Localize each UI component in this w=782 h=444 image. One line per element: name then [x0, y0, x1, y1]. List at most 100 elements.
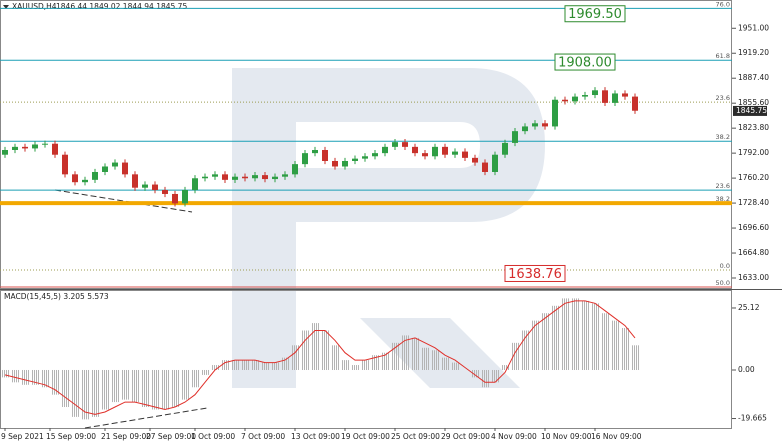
candle-body: [372, 153, 378, 157]
histogram-bar: [241, 360, 249, 370]
candle-body: [112, 162, 118, 167]
y-tick-label: 1728.40: [738, 198, 769, 207]
candle-body: [432, 146, 438, 157]
candle-body: [542, 123, 548, 127]
candle-body: [482, 162, 488, 172]
candle-body: [102, 166, 108, 172]
quote: 1846.44 1849.02 1844.94 1845.75: [56, 2, 187, 11]
candle-body: [342, 160, 348, 167]
histogram-bar: [141, 369, 149, 408]
collapse-icon: [3, 5, 9, 9]
level-label: 76.0: [716, 0, 730, 8]
level-label: 38.2: [716, 133, 730, 141]
x-tick-label: 1 Oct 09:00: [191, 432, 235, 441]
candle-body: [302, 153, 308, 165]
x-tick-label: 15 Sep 09:00: [46, 432, 96, 441]
candle-body: [232, 176, 238, 180]
candle-body: [192, 178, 198, 191]
candle-body: [32, 144, 38, 149]
candle-body: [122, 162, 128, 175]
histogram-bar: [271, 362, 279, 370]
price-frame: [0, 0, 732, 289]
histogram-bar: [291, 345, 299, 370]
candle-body: [442, 146, 448, 155]
candle-body: [212, 174, 218, 177]
histogram-bar: [61, 369, 69, 408]
candle-body: [582, 95, 588, 97]
candle-body: [42, 143, 48, 145]
y-tick-label: 1696.60: [738, 223, 769, 232]
histogram-bar: [11, 369, 19, 383]
candle-body: [452, 151, 458, 155]
histogram-bar: [601, 313, 609, 370]
x-tick-label: 29 Oct 09:00: [441, 432, 490, 441]
level-label: 50.0: [716, 279, 730, 287]
candle-body: [382, 146, 388, 154]
candle-body: [602, 90, 608, 103]
histogram-bar: [361, 360, 369, 370]
level-label: 0.0: [720, 262, 730, 270]
watermark-stem: [232, 68, 296, 388]
x-tick-label: 7 Oct 09:00: [241, 432, 285, 441]
candle-body: [592, 90, 598, 96]
histogram-bar: [91, 369, 99, 417]
y-tick-label: -19.665: [738, 414, 767, 423]
candle-body: [562, 99, 568, 102]
level-label: 23.6: [716, 182, 730, 190]
x-tick-label: 19 Oct 09:00: [341, 432, 390, 441]
histogram-bar: [281, 357, 289, 370]
histogram-bar: [81, 369, 89, 420]
watermark-leg: [360, 318, 520, 388]
x-tick-label: 27 Sep 09:00: [146, 432, 196, 441]
candle-body: [222, 174, 228, 180]
symbol: XAUUSD,H4: [12, 2, 57, 11]
candle-body: [162, 190, 168, 194]
candle-body: [472, 157, 478, 163]
histogram-bar: [561, 298, 569, 370]
target-label: 1908.00: [558, 56, 612, 71]
histogram-bar: [491, 369, 499, 383]
histogram-bar: [451, 362, 459, 370]
target-box: [564, 5, 626, 23]
level-label: 61.8: [716, 52, 730, 60]
histogram-bar: [151, 369, 159, 410]
histogram-bar: [251, 360, 259, 370]
histogram-bar: [51, 369, 59, 395]
candle-body: [352, 158, 358, 161]
histogram-bar: [181, 369, 189, 400]
candle-body: [522, 126, 528, 132]
x-tick-label: 25 Oct 09:00: [391, 432, 440, 441]
histogram-bar: [121, 369, 129, 400]
candle-body: [292, 164, 298, 175]
level-label: 38.2: [716, 195, 730, 203]
histogram-bar: [301, 330, 309, 370]
histogram-bar: [331, 345, 339, 370]
trend-line: [84, 407, 208, 429]
candle-body: [632, 96, 638, 111]
candle-body: [422, 153, 428, 157]
macd-frame: [0, 290, 732, 429]
candle-body: [572, 96, 578, 102]
histogram-bar: [381, 352, 389, 370]
histogram-bar: [201, 369, 209, 375]
trend-line: [54, 189, 193, 213]
candle-body: [62, 154, 68, 175]
candle-body: [502, 142, 508, 155]
histogram-bar: [1, 369, 9, 378]
histogram-bar: [31, 369, 39, 385]
histogram-bar: [611, 320, 619, 370]
candle-body: [92, 171, 98, 180]
level-label: 23.6: [716, 94, 730, 102]
histogram-bar: [311, 323, 319, 370]
histogram-bar: [41, 369, 49, 388]
x-tick-label: 21 Sep 09:00: [101, 432, 151, 441]
candle-body: [72, 174, 78, 183]
candle-body: [612, 93, 618, 103]
y-tick-label: 1823.80: [738, 123, 769, 132]
histogram-bar: [541, 313, 549, 370]
signal-line: [4, 300, 636, 415]
candle-body: [132, 174, 138, 188]
last-price-label: 1845.75: [736, 106, 767, 115]
x-tick-label: 16 Nov 09:00: [591, 432, 642, 441]
